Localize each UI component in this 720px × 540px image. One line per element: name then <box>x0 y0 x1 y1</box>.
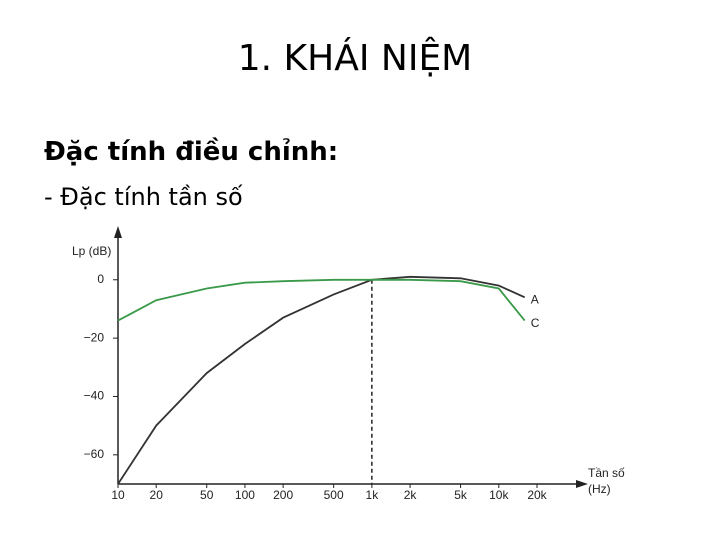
bullet: - Đặc tính tần số <box>44 183 243 211</box>
x-tick-label: 20k <box>527 488 547 502</box>
y-tick-label: −40 <box>84 389 105 403</box>
line-series <box>117 275 526 485</box>
x-tick-label: 10k <box>489 488 509 502</box>
x-tick-label: 500 <box>324 488 344 502</box>
y-tick-label: −60 <box>84 447 105 461</box>
x-tick-label: 1k <box>366 488 380 502</box>
x-tick-label: 5k <box>454 488 468 502</box>
x-tick-label: 50 <box>200 488 214 502</box>
heading: Đặc tính điều chỉnh: <box>44 136 338 167</box>
x-axis-label: Tần số <box>588 466 625 480</box>
x-arrow <box>576 480 588 488</box>
y-arrow <box>114 226 122 238</box>
x-tick-label: 200 <box>273 488 293 502</box>
y-axis-label: Lp (dB) <box>72 244 111 258</box>
x-tick-label: 2k <box>404 488 418 502</box>
x-axis-unit: (Hz) <box>588 482 611 496</box>
slide-title: 1. KHÁI NIỆM <box>238 37 473 79</box>
series-label: A <box>531 292 539 306</box>
y-tick-label: −20 <box>84 330 105 344</box>
x-tick-label: 10 <box>111 488 125 502</box>
x-tick-label: 20 <box>150 488 164 502</box>
chart: Lp (dB) Tần số (Hz) 0 −20 −40 −60 10 20 50 100 2… <box>72 226 625 502</box>
y-tick-label: 0 <box>97 272 104 286</box>
line-series <box>117 278 526 322</box>
x-tick-label: 100 <box>235 488 255 502</box>
series-label: C <box>531 316 540 330</box>
